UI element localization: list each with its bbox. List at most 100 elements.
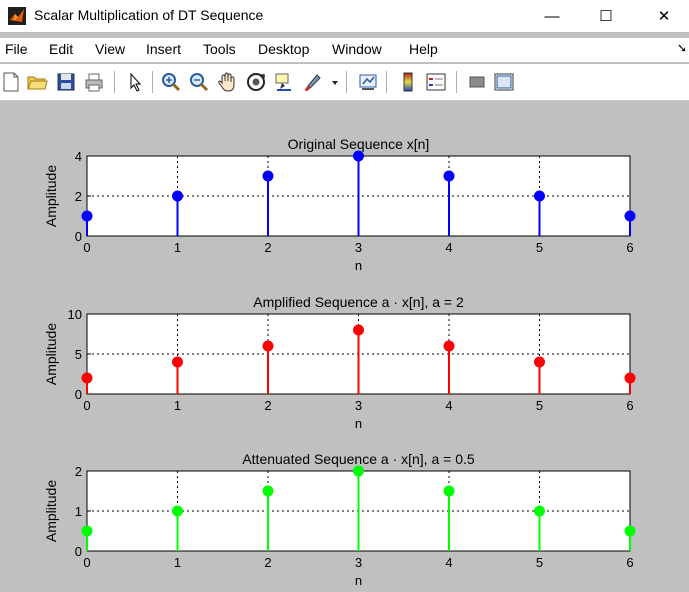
- stem-marker: [353, 324, 364, 336]
- figure-canvas[interactable]: 0 1 2 3 4 5 6 0 2 4 Original Sequence x[n] n Amplitu…: [0, 101, 689, 592]
- stem-marker: [172, 356, 183, 368]
- x-tick-label: 1: [174, 555, 181, 570]
- y-tick-label: 4: [75, 149, 82, 164]
- x-tick-label: 0: [83, 555, 90, 570]
- stem-marker: [172, 505, 183, 517]
- stem-marker: [81, 372, 93, 384]
- matlab-logo-icon: [8, 7, 26, 25]
- menu-file[interactable]: File: [5, 41, 28, 57]
- brush-dropdown-icon[interactable]: [329, 71, 341, 93]
- x-tick-label: 6: [626, 555, 633, 570]
- toolbar-separator: [152, 71, 153, 93]
- minimize-icon: —: [544, 7, 560, 25]
- minimize-button[interactable]: —: [529, 0, 575, 32]
- menu-view[interactable]: View: [95, 41, 126, 57]
- toolbar-separator: [456, 71, 457, 93]
- stem-marker: [172, 190, 183, 202]
- stem-marker: [624, 372, 636, 384]
- y-tick-label: 5: [75, 347, 82, 362]
- pointer-icon[interactable]: [124, 71, 146, 93]
- y-axis-label: Amplitude: [43, 480, 59, 542]
- stem-marker: [624, 525, 636, 537]
- hide-plot-tools-icon[interactable]: [466, 71, 488, 93]
- y-tick-label: 0: [75, 229, 82, 244]
- stem-marker: [353, 465, 364, 477]
- y-tick-label: 10: [68, 307, 82, 322]
- maximize-button[interactable]: ☐: [583, 0, 629, 32]
- x-tick-label: 1: [174, 240, 181, 255]
- show-plot-tools-icon[interactable]: [493, 71, 515, 93]
- pan-icon[interactable]: [216, 71, 238, 93]
- new-figure-icon[interactable]: [0, 71, 22, 93]
- x-tick-label: 2: [264, 555, 271, 570]
- insert-colorbar-icon[interactable]: [397, 71, 419, 93]
- x-tick-label: 3: [355, 555, 362, 570]
- rotate-3d-icon[interactable]: [245, 71, 267, 93]
- stem-marker: [443, 340, 455, 352]
- stem-marker: [443, 170, 455, 182]
- menu-bar: File Edit View Insert Tools Desktop Wind…: [0, 38, 689, 62]
- x-tick-label: 2: [264, 240, 271, 255]
- x-tick-label: 3: [355, 398, 362, 413]
- stem-marker: [353, 150, 364, 162]
- stem-marker: [262, 485, 274, 497]
- x-tick-label: 5: [536, 398, 543, 413]
- maximize-icon: ☐: [599, 8, 613, 25]
- stem-marker: [262, 340, 274, 352]
- menu-overflow-icon[interactable]: ➘: [676, 41, 687, 55]
- stem-marker: [81, 525, 93, 537]
- menu-edit[interactable]: Edit: [49, 41, 74, 57]
- y-tick-label: 0: [75, 544, 82, 559]
- chart-title: Attenuated Sequence a · x[n], a = 0.5: [242, 451, 475, 467]
- x-tick-label: 6: [626, 240, 633, 255]
- close-button[interactable]: ✕: [641, 0, 687, 32]
- menu-tools[interactable]: Tools: [203, 41, 236, 57]
- zoom-in-icon[interactable]: [160, 71, 182, 93]
- x-tick-label: 4: [445, 398, 452, 413]
- stem-marker: [624, 210, 636, 222]
- menu-window[interactable]: Window: [332, 41, 382, 57]
- x-tick-label: 2: [264, 398, 271, 413]
- zoom-out-icon[interactable]: [188, 71, 210, 93]
- x-tick-label: 6: [626, 398, 633, 413]
- toolbar-separator: [114, 71, 115, 93]
- link-plot-icon[interactable]: [357, 71, 379, 93]
- x-tick-label: 5: [536, 555, 543, 570]
- x-axis-label: n: [355, 258, 362, 273]
- close-icon: ✕: [657, 8, 671, 25]
- x-axis-label: n: [355, 416, 362, 431]
- chart-title: Amplified Sequence a · x[n], a = 2: [253, 294, 464, 310]
- print-icon[interactable]: [83, 71, 105, 93]
- menu-desktop[interactable]: Desktop: [258, 41, 310, 57]
- data-cursor-icon[interactable]: [273, 71, 295, 93]
- y-axis-label: Amplitude: [43, 323, 59, 385]
- toolbar-separator: [386, 71, 387, 93]
- x-tick-label: 1: [174, 398, 181, 413]
- save-icon[interactable]: [55, 71, 77, 93]
- x-tick-label: 5: [536, 240, 543, 255]
- x-tick-label: 3: [355, 240, 362, 255]
- y-tick-label: 2: [75, 464, 82, 479]
- insert-legend-icon[interactable]: [425, 71, 447, 93]
- x-tick-label: 4: [445, 240, 452, 255]
- stem-marker: [81, 210, 93, 222]
- chart-title: Original Sequence x[n]: [288, 136, 430, 152]
- window-title: Scalar Multiplication of DT Sequence: [34, 7, 264, 23]
- title-bar: Scalar Multiplication of DT Sequence — ☐…: [0, 0, 689, 32]
- x-tick-label: 0: [83, 240, 90, 255]
- menu-help[interactable]: Help: [409, 41, 438, 57]
- stem-marker: [534, 190, 545, 202]
- open-file-icon[interactable]: [26, 71, 48, 93]
- stem-marker: [443, 485, 455, 497]
- brush-icon[interactable]: [302, 71, 324, 93]
- menu-insert[interactable]: Insert: [146, 41, 182, 57]
- y-tick-label: 2: [75, 189, 82, 204]
- x-axis-label: n: [355, 573, 362, 588]
- y-axis-label: Amplitude: [43, 165, 59, 227]
- x-tick-label: 4: [445, 555, 452, 570]
- figure-toolbar: [0, 64, 689, 101]
- y-tick-label: 0: [75, 387, 82, 402]
- stem-marker: [534, 505, 545, 517]
- toolbar-separator: [346, 71, 347, 93]
- stem-marker: [534, 356, 545, 368]
